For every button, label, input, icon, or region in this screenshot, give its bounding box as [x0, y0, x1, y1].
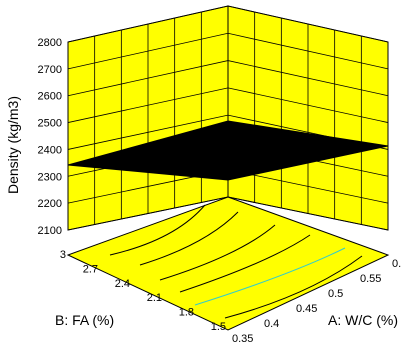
y-tick-label: 2.1: [147, 292, 162, 304]
y-tick-label: 1.5: [211, 321, 226, 333]
z-tick-label: 2600: [38, 91, 62, 103]
y-tick-label: 2.4: [115, 278, 130, 290]
z-axis-label: Density (kg/m3): [5, 96, 21, 194]
contour-line: [194, 247, 346, 306]
contour-line: [159, 224, 276, 281]
z-tick-label: 2200: [38, 198, 62, 210]
x-tick-label: 0.35: [232, 333, 253, 343]
floor-contours: [109, 204, 363, 319]
floor-panel: [66, 196, 390, 331]
x-tick-label: 0.5: [328, 288, 343, 300]
y-axis-label: B: FA (%): [55, 312, 114, 328]
x-tick-label: 0.45: [296, 303, 317, 315]
contour-line: [139, 211, 239, 266]
z-tick-label: 2100: [38, 225, 62, 237]
z-tick-label: 2800: [38, 37, 62, 49]
x-tick-labels: 0.35 0.4 0.45 0.5 0.55 0.6: [232, 258, 401, 343]
y-tick-label: 3: [60, 249, 66, 261]
contour-line: [179, 234, 311, 293]
z-tick-label: 2500: [38, 118, 62, 130]
contour-line: [109, 204, 206, 256]
x-axis-label: A: W/C (%): [328, 312, 398, 328]
z-tick-label: 2400: [38, 144, 62, 156]
z-tick-labels: 2100 2200 2300 2400 2500 2600 2700 2800: [38, 37, 62, 237]
y-tick-label: 1.8: [179, 307, 194, 319]
z-tick-label: 2700: [38, 64, 62, 76]
response-surface: [67, 120, 389, 181]
y-tick-label: 2.7: [83, 263, 98, 275]
y-tick-labels: 1.5 1.8 2.1 2.4 2.7 3: [60, 249, 226, 333]
z-tick-label: 2300: [38, 171, 62, 183]
contour-line: [224, 255, 363, 319]
x-tick-label: 0.55: [360, 273, 381, 285]
x-tick-label: 0.6: [392, 258, 401, 270]
x-tick-label: 0.4: [264, 318, 279, 330]
